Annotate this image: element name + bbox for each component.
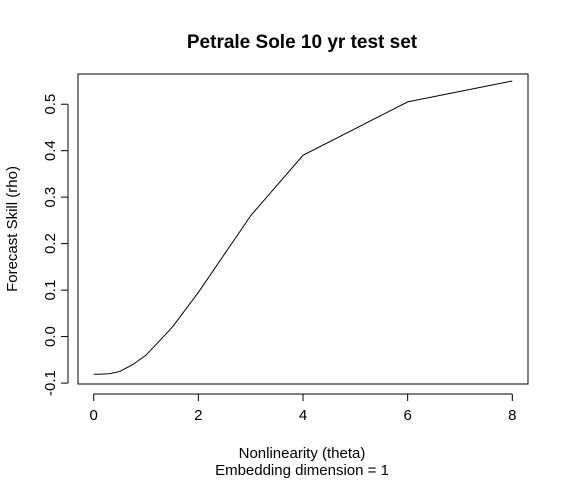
plot-frame	[77, 73, 529, 385]
x-axis: 0 2 4 6 8	[90, 393, 516, 424]
x-tick-label: 2	[194, 407, 202, 424]
y-tick-label: 0.5	[42, 94, 59, 115]
y-tick-label: 0.2	[42, 233, 59, 254]
x-tick-label: 4	[299, 407, 307, 424]
series-layer	[93, 80, 513, 375]
y-axis-label: Forecast Skill (rho)	[4, 166, 21, 292]
y-tick-label: -0.1	[42, 370, 59, 396]
chart-title: Petrale Sole 10 yr test set	[187, 32, 418, 53]
x-tick-label: 8	[508, 407, 516, 424]
x-axis-label: Nonlinearity (theta)	[239, 445, 366, 462]
series-line	[93, 80, 513, 375]
y-axis: -0.1 0.0 0.1 0.2 0.3 0.4 0.5	[42, 94, 69, 396]
x-tick-label: 0	[90, 407, 98, 424]
y-tick-label: 0.1	[42, 280, 59, 301]
y-tick-label: 0.3	[42, 187, 59, 208]
y-tick-label: 0.4	[42, 140, 59, 161]
y-tick-label: 0.0	[42, 326, 59, 347]
x-tick-label: 6	[403, 407, 411, 424]
chart-subtitle: Embedding dimension = 1	[215, 462, 389, 479]
